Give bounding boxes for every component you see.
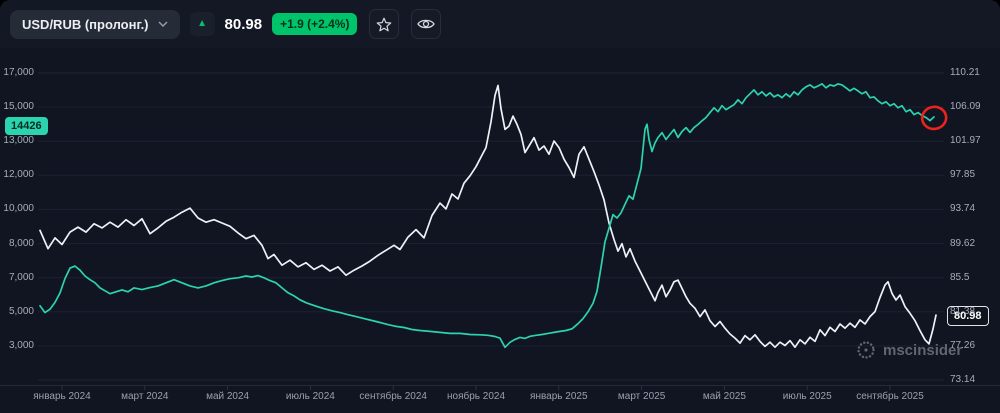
last-price: 80.98 [224, 15, 263, 33]
annotation-circle [920, 105, 948, 131]
symbol-name: USD/RUB (пролонг.) [22, 16, 149, 32]
price-change-badge: +1.9 (+2.4%) [272, 13, 358, 35]
arrow-up-icon: ▲ [197, 18, 207, 29]
series-line-usdrub [39, 84, 937, 349]
direction-indicator: ▲ [189, 12, 215, 36]
star-icon [377, 17, 392, 31]
favorite-button[interactable] [369, 9, 400, 39]
series-line-teal [39, 83, 935, 349]
chart-header: USD/RUB (пролонг.) ▲ 80.98 +1.9 (+2.4%) [0, 0, 1000, 48]
watch-button[interactable] [411, 9, 442, 39]
eye-icon [417, 19, 436, 29]
symbol-selector[interactable]: USD/RUB (пролонг.) [10, 9, 180, 39]
chevron-down-icon [158, 21, 168, 27]
